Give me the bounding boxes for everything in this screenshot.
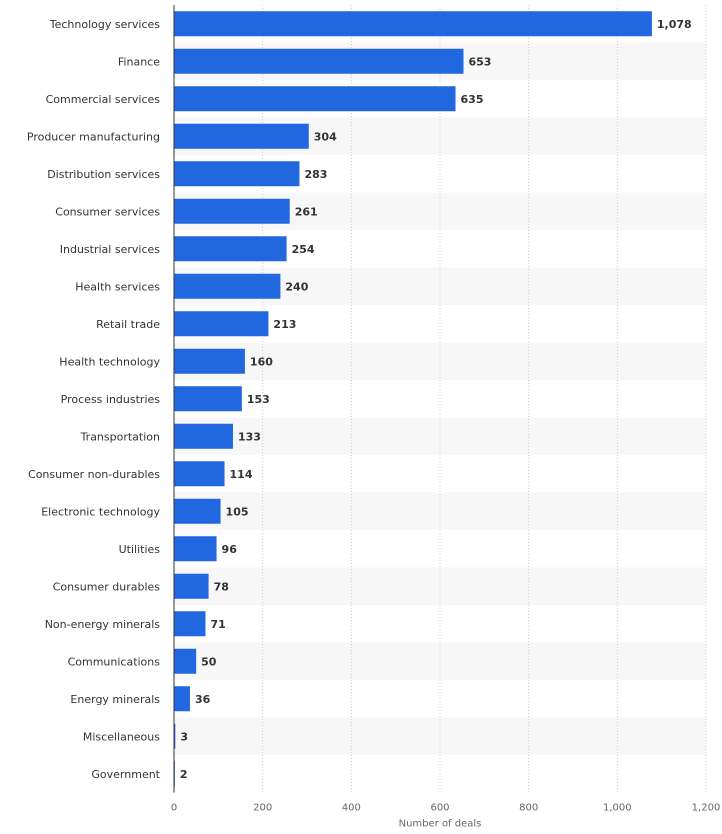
- category-label: Producer manufacturing: [27, 130, 160, 143]
- bar: [174, 611, 206, 637]
- bar: [174, 11, 652, 37]
- bar: [174, 273, 281, 299]
- value-label: 213: [273, 318, 296, 331]
- x-tick-labels: 0 200 400 600 800 1,000 1,200: [171, 803, 721, 814]
- row-stripe: [174, 492, 706, 530]
- bar: [174, 236, 287, 262]
- row-stripe: [174, 642, 706, 680]
- category-label: Health technology: [59, 355, 160, 368]
- gridlines: [262, 5, 707, 793]
- value-label: 133: [238, 430, 261, 443]
- category-label: Industrial services: [60, 243, 160, 256]
- category-label: Commercial services: [46, 93, 161, 106]
- category-label: Utilities: [119, 543, 161, 556]
- row-stripe: [174, 417, 706, 455]
- bar: [174, 161, 300, 187]
- category-label: Miscellaneous: [83, 730, 160, 743]
- row-stripes: [174, 42, 706, 755]
- x-tick-label: 1,000: [603, 803, 632, 814]
- x-tick-label: 600: [430, 803, 449, 814]
- bar: [174, 573, 209, 599]
- value-label: 240: [285, 280, 308, 293]
- category-label: Consumer services: [55, 205, 160, 218]
- value-label: 105: [226, 505, 249, 518]
- category-label: Government: [91, 768, 160, 781]
- bars: [174, 11, 652, 787]
- value-label: 71: [210, 618, 225, 631]
- value-label: 653: [468, 55, 491, 68]
- bar: [174, 86, 456, 112]
- category-label: Finance: [118, 55, 160, 68]
- bar: [174, 536, 217, 562]
- bar: [174, 123, 309, 149]
- category-labels: Technology services Finance Commercial ser…: [27, 18, 161, 781]
- value-label: 1,078: [657, 18, 692, 31]
- value-label: 635: [461, 93, 484, 106]
- value-label: 2: [180, 768, 188, 781]
- row-stripe: [174, 342, 706, 380]
- category-label: Retail trade: [96, 318, 160, 331]
- bar: [174, 461, 225, 487]
- x-tick-label: 400: [342, 803, 361, 814]
- value-label: 96: [222, 543, 238, 556]
- bar: [174, 498, 221, 524]
- value-label: 78: [214, 580, 229, 593]
- bar: [174, 648, 197, 674]
- category-label: Consumer non-durables: [28, 468, 160, 481]
- value-label: 50: [201, 655, 217, 668]
- value-label: 283: [304, 168, 327, 181]
- value-label: 254: [292, 243, 315, 256]
- category-label: Technology services: [49, 18, 161, 31]
- bar: [174, 686, 190, 712]
- bar: [174, 48, 464, 74]
- category-label: Non-energy minerals: [45, 618, 161, 631]
- x-tick-label: 200: [253, 803, 272, 814]
- value-label: 114: [230, 468, 253, 481]
- category-label: Communications: [68, 655, 161, 668]
- x-tick-label: 800: [519, 803, 538, 814]
- value-labels: 1,078 653 635 304 283 261 254 240 213 160 153 133 11…: [180, 18, 692, 781]
- category-label: Distribution services: [47, 168, 160, 181]
- x-tick-label: 1,200: [692, 803, 721, 814]
- value-label: 3: [180, 730, 188, 743]
- bar: [174, 723, 176, 749]
- bar: [174, 348, 245, 374]
- value-label: 36: [195, 693, 211, 706]
- value-label: 304: [314, 130, 337, 143]
- bar: [174, 311, 269, 337]
- x-axis-title: Number of deals: [399, 819, 482, 830]
- category-label: Energy minerals: [70, 693, 160, 706]
- x-tick-label: 0: [171, 803, 177, 814]
- category-label: Transportation: [80, 430, 160, 443]
- value-label: 160: [250, 355, 273, 368]
- value-label: 261: [295, 205, 318, 218]
- value-label: 153: [247, 393, 270, 406]
- row-stripe: [174, 567, 706, 605]
- category-label: Electronic technology: [41, 505, 160, 518]
- category-label: Process industries: [61, 393, 161, 406]
- bar: [174, 423, 233, 449]
- category-label: Consumer durables: [53, 580, 161, 593]
- bar: [174, 198, 290, 224]
- bar: [174, 386, 242, 412]
- category-label: Health services: [75, 280, 160, 293]
- row-stripe: [174, 717, 706, 755]
